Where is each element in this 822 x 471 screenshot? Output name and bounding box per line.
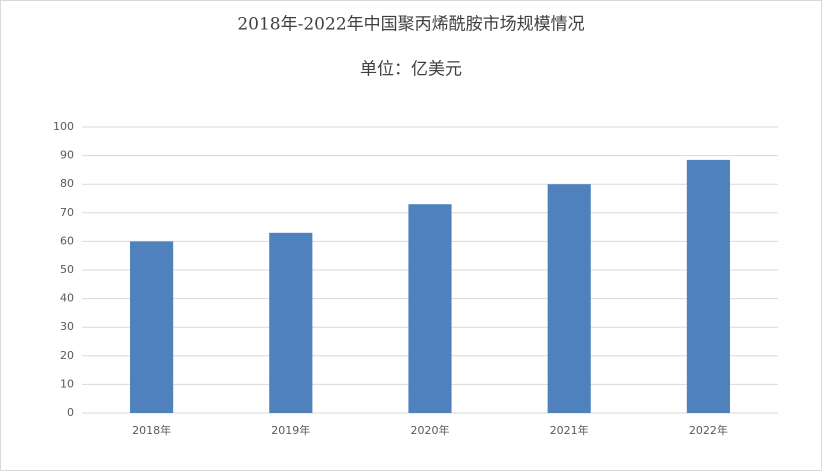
bar	[408, 204, 452, 413]
chart-subtitle: 单位：亿美元	[360, 60, 462, 80]
y-tick-label: 30	[60, 320, 74, 333]
bar	[130, 241, 174, 413]
bar	[269, 232, 313, 413]
y-tick-label: 80	[60, 177, 74, 190]
x-tick-label: 2018年	[132, 423, 171, 437]
x-tick-label: 2019年	[271, 423, 310, 437]
y-tick-label: 20	[60, 349, 74, 362]
y-tick-label: 100	[53, 120, 74, 133]
y-tick-label: 40	[60, 292, 74, 305]
y-tick-label: 60	[60, 234, 74, 247]
x-tick-label: 2021年	[550, 423, 589, 437]
y-tick-label: 90	[60, 149, 74, 162]
y-tick-label: 10	[60, 377, 74, 390]
y-tick-label: 70	[60, 206, 74, 219]
x-tick-label: 2020年	[411, 423, 450, 437]
bar	[547, 184, 591, 413]
x-tick-label: 2022年	[689, 423, 728, 437]
bar	[686, 159, 730, 413]
chart-title: 2018年-2022年中国聚丙烯酰胺市场规模情况	[237, 15, 584, 35]
y-tick-label: 0	[67, 406, 74, 419]
y-tick-label: 50	[60, 263, 74, 276]
